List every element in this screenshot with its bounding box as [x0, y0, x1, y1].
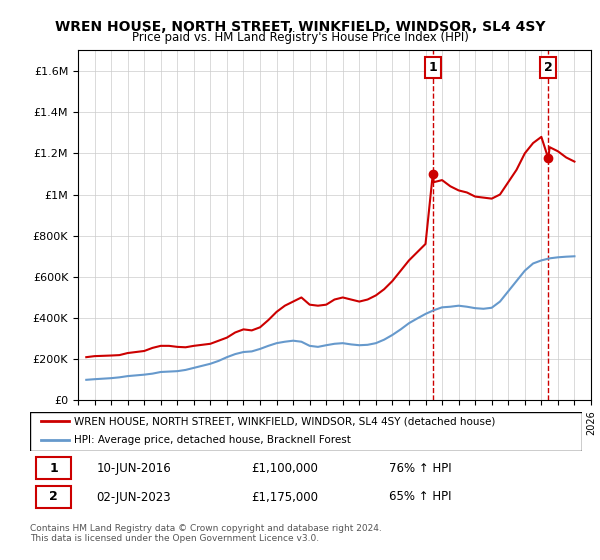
Text: Contains HM Land Registry data © Crown copyright and database right 2024.
This d: Contains HM Land Registry data © Crown c… — [30, 524, 382, 543]
Text: £1,100,000: £1,100,000 — [251, 461, 317, 474]
Text: 2: 2 — [544, 61, 553, 74]
FancyBboxPatch shape — [30, 412, 582, 451]
Text: 10-JUN-2016: 10-JUN-2016 — [96, 461, 171, 474]
FancyBboxPatch shape — [35, 486, 71, 508]
Text: 76% ↑ HPI: 76% ↑ HPI — [389, 461, 451, 474]
Text: 02-JUN-2023: 02-JUN-2023 — [96, 491, 171, 503]
Text: HPI: Average price, detached house, Bracknell Forest: HPI: Average price, detached house, Brac… — [74, 435, 351, 445]
Text: £1,175,000: £1,175,000 — [251, 491, 318, 503]
Text: 1: 1 — [428, 61, 437, 74]
Text: 1: 1 — [49, 461, 58, 474]
FancyBboxPatch shape — [35, 457, 71, 479]
Text: WREN HOUSE, NORTH STREET, WINKFIELD, WINDSOR, SL4 4SY: WREN HOUSE, NORTH STREET, WINKFIELD, WIN… — [55, 20, 545, 34]
Text: 65% ↑ HPI: 65% ↑ HPI — [389, 491, 451, 503]
Text: 2: 2 — [49, 491, 58, 503]
Text: Price paid vs. HM Land Registry's House Price Index (HPI): Price paid vs. HM Land Registry's House … — [131, 31, 469, 44]
Text: WREN HOUSE, NORTH STREET, WINKFIELD, WINDSOR, SL4 4SY (detached house): WREN HOUSE, NORTH STREET, WINKFIELD, WIN… — [74, 417, 496, 426]
